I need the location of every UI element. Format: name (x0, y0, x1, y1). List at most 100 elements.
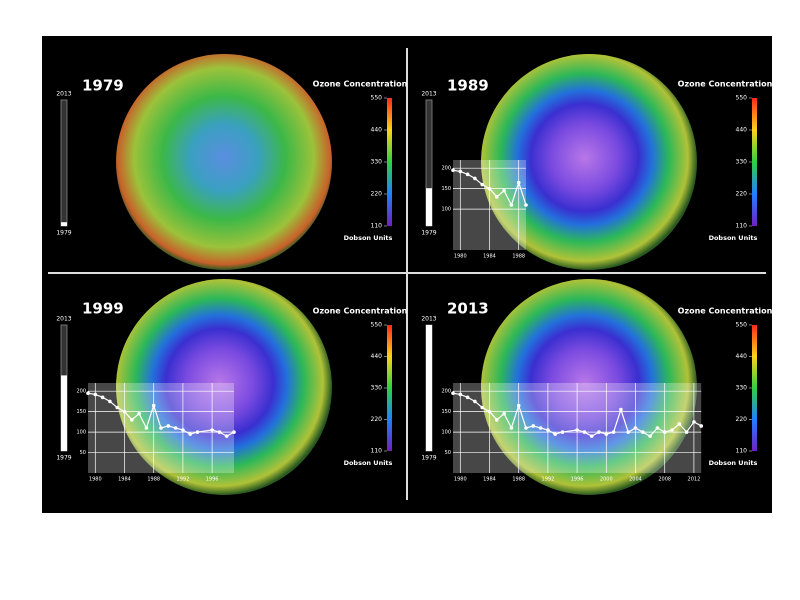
x-tick-label: 1992 (177, 477, 190, 483)
data-point (210, 428, 214, 432)
data-point (100, 395, 105, 400)
color-bar-label: 110 (736, 223, 748, 230)
panel-year: 2013 (447, 300, 489, 318)
data-point (633, 426, 638, 430)
data-point (677, 422, 682, 426)
globe (116, 54, 332, 270)
globe (481, 279, 697, 495)
x-tick-label: 1984 (118, 477, 131, 483)
globe (481, 54, 697, 270)
color-bar (752, 325, 757, 451)
panel: 1979 2013 1979 Ozone Concentration 550 440 330… (56, 54, 408, 270)
data-point (648, 434, 652, 438)
data-point (546, 428, 550, 432)
color-bar-label: 220 (736, 191, 748, 198)
x-tick-label: 1984 (483, 254, 496, 260)
data-point (495, 195, 499, 199)
data-point (611, 430, 616, 434)
color-bar-label: 220 (736, 416, 748, 423)
timeline-fill (61, 222, 67, 226)
data-point (597, 430, 601, 434)
panel: 1999 2013 1979 Ozone Concentration 550 440 330… (56, 279, 408, 495)
color-bar-label: 440 (371, 353, 383, 360)
y-tick-label: 150 (441, 186, 451, 192)
color-bar-label: 220 (371, 191, 383, 198)
data-point (524, 203, 528, 207)
color-bar-label: 330 (736, 385, 748, 392)
color-bar-label: 110 (736, 448, 748, 455)
data-point (473, 176, 477, 181)
y-tick-label: 100 (441, 430, 451, 436)
data-point (232, 430, 236, 434)
data-point (553, 432, 557, 436)
x-tick-label: 1988 (147, 477, 160, 483)
x-tick-label: 1996 (206, 477, 219, 483)
legend-unit: Dobson Units (709, 459, 758, 467)
data-point (86, 391, 90, 396)
globe (116, 279, 332, 495)
data-point (130, 418, 134, 422)
color-bar (387, 98, 392, 226)
color-bar (752, 98, 757, 226)
x-tick-label: 2004 (629, 477, 642, 483)
color-bar-label: 330 (371, 385, 383, 392)
color-bar-label: 440 (736, 353, 748, 360)
data-point (217, 430, 222, 434)
color-bar-label: 220 (371, 416, 383, 423)
panel-year: 1999 (82, 300, 124, 318)
data-point (538, 426, 543, 430)
data-point (480, 182, 484, 187)
timeline-bottom-label: 1979 (56, 455, 71, 462)
x-tick-label: 1992 (542, 477, 555, 483)
y-tick-label: 200 (76, 389, 86, 395)
data-point (93, 392, 98, 397)
data-point (699, 424, 703, 428)
panel-year: 1979 (82, 77, 124, 95)
x-tick-label: 1996 (571, 477, 584, 483)
x-tick-label: 2008 (658, 477, 671, 483)
data-point (487, 409, 492, 414)
data-point (641, 430, 645, 434)
x-tick-label: 1988 (512, 477, 525, 483)
data-point (173, 426, 178, 430)
data-point (516, 403, 521, 408)
color-bar-label: 550 (736, 95, 748, 102)
data-point (122, 409, 127, 414)
data-point (670, 428, 674, 432)
data-point (582, 430, 587, 434)
data-point (516, 180, 521, 185)
color-bar (387, 325, 392, 451)
data-point (487, 186, 492, 191)
legend-title: Ozone Concentration (678, 80, 773, 89)
data-line (452, 392, 702, 437)
timeline-top-label: 2013 (421, 316, 436, 323)
timeline-track (60, 99, 68, 227)
data-point (692, 420, 696, 424)
data-point (502, 411, 506, 416)
x-tick-label: 1980 (89, 477, 102, 483)
data-point (137, 411, 141, 416)
timeline-fill (426, 188, 432, 226)
data-point (575, 428, 579, 432)
data-point (502, 188, 506, 193)
data-point (465, 172, 470, 177)
timeline-bottom-label: 1979 (421, 230, 436, 237)
data-point (662, 430, 667, 434)
legend-title: Ozone Concentration (313, 80, 408, 89)
legend-title: Ozone Concentration (678, 307, 773, 316)
timeline-top-label: 2013 (56, 91, 71, 98)
data-point (451, 168, 455, 173)
timeline-bottom-label: 1979 (421, 455, 436, 462)
data-point (166, 424, 171, 428)
color-bar-label: 330 (371, 159, 383, 166)
legend-unit: Dobson Units (709, 234, 758, 242)
color-bar-label: 440 (371, 127, 383, 134)
panel-year: 1989 (447, 77, 489, 95)
timeline-bottom-label: 1979 (56, 230, 71, 237)
data-point (589, 434, 594, 438)
timeline-top-label: 2013 (56, 316, 71, 323)
legend-unit: Dobson Units (344, 459, 393, 467)
x-tick-label: 2012 (688, 477, 701, 483)
y-tick-label: 50 (80, 450, 86, 456)
